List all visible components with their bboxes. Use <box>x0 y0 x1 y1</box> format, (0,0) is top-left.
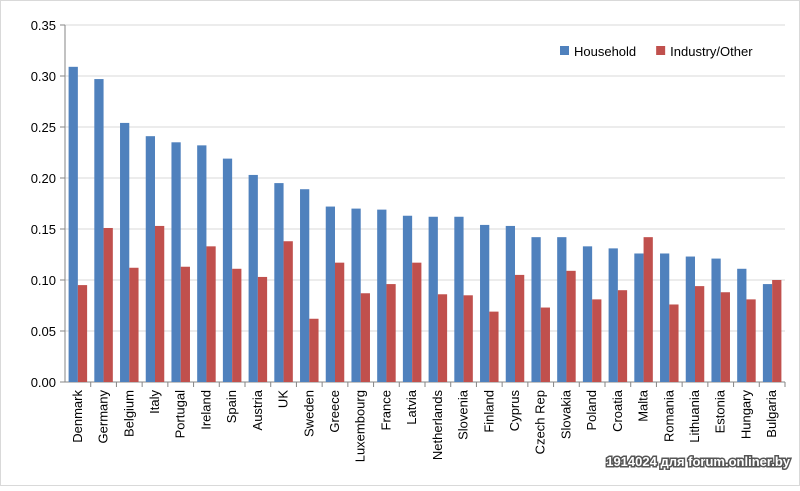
bar <box>360 293 370 382</box>
bar <box>300 189 310 382</box>
bar <box>257 276 268 382</box>
y-tick-label: 0.30 <box>31 69 56 84</box>
bar <box>531 237 541 382</box>
x-tick-label: Denmark <box>70 390 85 443</box>
bar <box>206 246 216 382</box>
y-tick-label: 0.00 <box>31 375 56 390</box>
bar <box>351 208 361 382</box>
bar <box>592 299 602 382</box>
bar <box>248 174 258 382</box>
bar <box>412 262 422 382</box>
x-tick-label: Bulgaria <box>764 389 779 437</box>
bar <box>720 292 730 382</box>
x-tick-label: Sweden <box>301 390 316 437</box>
x-tick-label: Slovenia <box>456 389 471 440</box>
bar <box>540 307 550 382</box>
x-tick-label: Ireland <box>198 390 213 430</box>
bar <box>171 142 181 382</box>
y-tick-label: 0.35 <box>31 18 56 33</box>
bar <box>68 66 78 382</box>
legend-label: Industry/Other <box>670 44 753 59</box>
y-tick-label: 0.10 <box>31 273 56 288</box>
x-tick-label: Netherlands <box>430 390 445 461</box>
bar <box>325 206 335 382</box>
y-tick-label: 0.25 <box>31 120 56 135</box>
bar <box>274 183 284 382</box>
x-tick-label: Belgium <box>121 390 136 437</box>
x-tick-label: Lithuania <box>687 389 702 443</box>
x-tick-label: Slovakia <box>558 389 573 439</box>
x-tick-label: Spain <box>224 390 239 423</box>
bar <box>283 241 293 382</box>
bar <box>386 284 396 382</box>
bar <box>463 295 473 382</box>
bar <box>129 267 139 382</box>
legend-swatch <box>560 46 569 55</box>
bar <box>222 158 233 382</box>
x-tick-label: Croatia <box>610 389 625 432</box>
bar <box>634 253 644 382</box>
bar <box>772 280 782 382</box>
x-tick-label: Austria <box>250 389 265 430</box>
bar <box>669 304 679 382</box>
x-tick-label: Cyprus <box>507 390 522 432</box>
legend-label: Household <box>574 44 636 59</box>
x-tick-label: Portugal <box>173 390 188 439</box>
bar <box>454 216 464 382</box>
x-tick-label: Poland <box>584 390 599 430</box>
bar <box>437 294 448 382</box>
bar <box>737 268 747 382</box>
x-tick-label: Finland <box>481 390 496 433</box>
y-tick-label: 0.15 <box>31 222 56 237</box>
bar <box>685 256 695 382</box>
bar <box>77 285 88 382</box>
bar <box>402 215 413 382</box>
x-tick-label: France <box>378 390 393 430</box>
x-tick-label: Romania <box>661 389 676 442</box>
bar <box>711 258 721 382</box>
bar <box>746 299 756 382</box>
bar <box>480 224 490 382</box>
bar <box>762 284 773 382</box>
x-tick-label: UK <box>276 390 291 408</box>
bar <box>120 122 130 383</box>
bar <box>660 253 670 382</box>
bar <box>145 136 155 382</box>
bar <box>309 318 319 382</box>
x-tick-label: Latvia <box>404 389 419 424</box>
bar <box>515 274 525 382</box>
bar <box>582 246 593 382</box>
bar <box>617 290 628 382</box>
bar <box>695 286 705 382</box>
x-tick-label: Germany <box>96 390 111 444</box>
bar <box>94 79 104 382</box>
x-tick-label: Malta <box>636 389 651 422</box>
y-tick-label: 0.05 <box>31 324 56 339</box>
bar <box>335 262 345 382</box>
watermark: 1914024 для forum.onliner.by <box>606 454 791 469</box>
bar <box>103 227 113 382</box>
bar <box>377 209 387 382</box>
bar <box>155 225 165 382</box>
bar <box>232 268 242 382</box>
x-tick-label: Estonia <box>713 389 728 433</box>
legend-swatch <box>656 46 666 55</box>
x-tick-label: Italy <box>147 390 162 414</box>
bar <box>489 311 499 382</box>
bar <box>566 270 576 382</box>
bar <box>557 237 567 382</box>
x-tick-label: Czech Rep <box>533 390 548 454</box>
bar <box>180 266 190 382</box>
bar <box>643 237 653 382</box>
x-tick-label: Luxembourg <box>353 390 368 462</box>
bar <box>608 248 618 382</box>
y-tick-label: 0.20 <box>31 171 56 186</box>
x-tick-label: Greece <box>327 390 342 433</box>
bar <box>197 145 207 382</box>
bar <box>428 216 438 382</box>
x-tick-label: Hungary <box>738 390 753 440</box>
bar <box>505 225 515 382</box>
